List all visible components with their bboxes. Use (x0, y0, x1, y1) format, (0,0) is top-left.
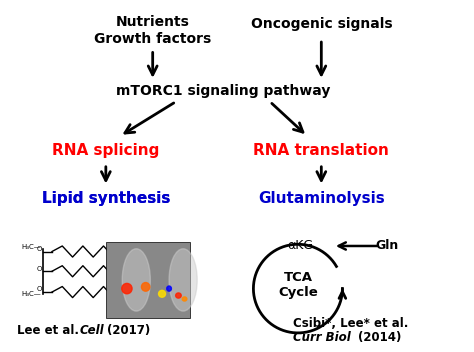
Text: Csibi*, Lee* et al.: Csibi*, Lee* et al. (293, 317, 409, 330)
Ellipse shape (169, 249, 197, 311)
FancyBboxPatch shape (106, 242, 190, 318)
Ellipse shape (167, 286, 172, 291)
Text: RNA translation: RNA translation (254, 143, 389, 157)
Text: Gln: Gln (375, 239, 399, 252)
Text: Nutrients
Growth factors: Nutrients Growth factors (94, 15, 211, 46)
Ellipse shape (122, 283, 132, 294)
Text: Lipid synthesis: Lipid synthesis (42, 191, 170, 206)
Text: Cell: Cell (80, 324, 105, 337)
Text: O: O (36, 265, 42, 271)
Text: Oncogenic signals: Oncogenic signals (250, 17, 392, 31)
Text: O: O (36, 246, 42, 252)
Ellipse shape (158, 290, 165, 297)
Text: RNA splicing: RNA splicing (52, 143, 160, 157)
Text: Lipid synthesis: Lipid synthesis (42, 191, 170, 206)
Text: αKG: αKG (287, 239, 313, 252)
Text: Glutaminolysis: Glutaminolysis (258, 191, 385, 206)
Text: H₃C—: H₃C— (21, 291, 41, 297)
Text: H₃C—: H₃C— (21, 244, 41, 250)
Ellipse shape (141, 283, 150, 291)
Text: (2017): (2017) (107, 324, 150, 337)
Text: TCA
Cycle: TCA Cycle (278, 271, 318, 299)
Ellipse shape (176, 293, 181, 298)
Text: Curr Biol: Curr Biol (293, 331, 351, 344)
Text: O: O (36, 286, 42, 292)
Ellipse shape (122, 249, 150, 311)
Text: Lee et al.: Lee et al. (17, 324, 83, 337)
Text: (2014): (2014) (358, 331, 401, 344)
Text: mTORC1 signaling pathway: mTORC1 signaling pathway (116, 84, 330, 98)
Ellipse shape (182, 297, 187, 301)
